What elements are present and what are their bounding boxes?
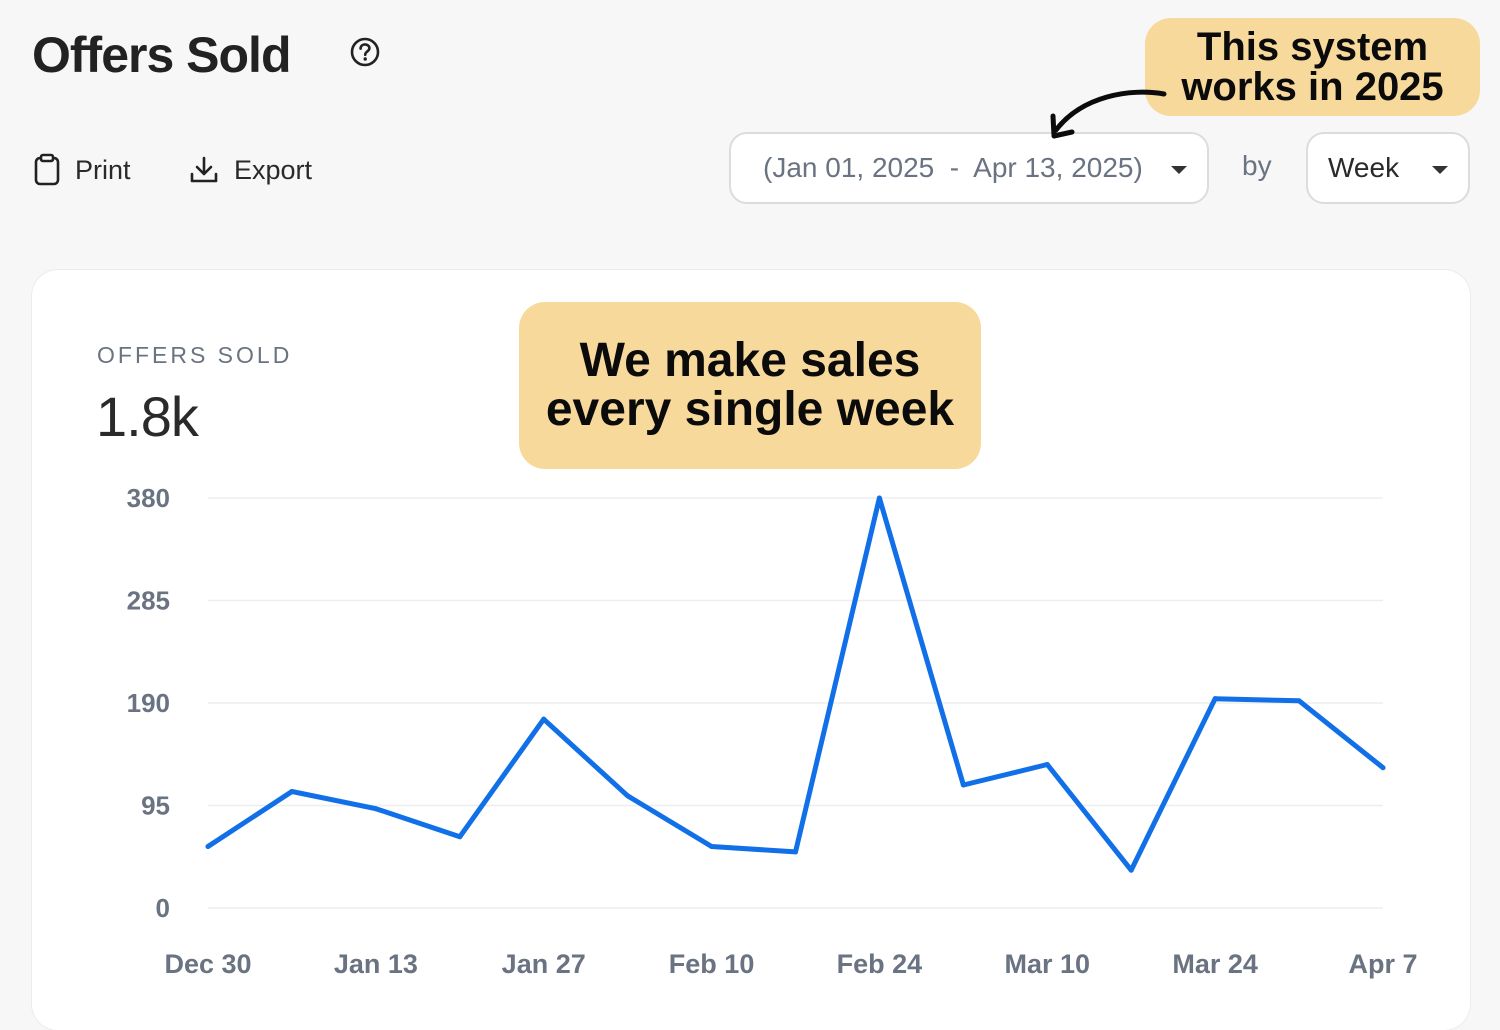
- page-title: Offers Sold: [32, 27, 291, 83]
- data-point[interactable]: [960, 782, 966, 788]
- x-tick-label: Feb 10: [669, 949, 755, 979]
- date-range-value: (Jan 01, 2025 - Apr 13, 2025): [763, 152, 1143, 183]
- x-tick-label: Jan 27: [502, 949, 586, 979]
- data-point[interactable]: [793, 849, 798, 855]
- print-label: Print: [75, 154, 131, 185]
- data-point[interactable]: [205, 844, 211, 849]
- x-tick-label: Mar 10: [1005, 949, 1091, 979]
- data-point[interactable]: [1044, 762, 1050, 767]
- data-point[interactable]: [541, 716, 547, 722]
- by-label: by: [1242, 150, 1272, 181]
- date-range-select[interactable]: (Jan 01, 2025 - Apr 13, 2025): [729, 132, 1209, 204]
- callout-weekly-line1: We make sales: [579, 333, 921, 387]
- x-tick-label: Mar 24: [1172, 949, 1258, 979]
- chevron-down-icon: [1171, 166, 1187, 174]
- offers-line-chart: 0 95 190 285 380 Dec 30 Jan 13 Jan 27 Feb 10 Feb …: [127, 483, 1418, 979]
- x-tick-label: Jan 13: [334, 949, 418, 979]
- y-tick-label: 95: [141, 791, 170, 821]
- export-button[interactable]: Export: [188, 150, 312, 190]
- data-point[interactable]: [709, 844, 715, 849]
- export-label: Export: [234, 154, 313, 185]
- question-circle-icon[interactable]: [349, 36, 381, 68]
- data-point[interactable]: [625, 793, 631, 799]
- callout-year-line1: This system: [1196, 25, 1429, 69]
- callout-weekly-line2: every single week: [545, 382, 955, 436]
- period-select[interactable]: Week: [1306, 132, 1470, 204]
- metric-label: OFFERS SOLD: [97, 342, 293, 368]
- callout-weekly: We make sales every single week: [519, 302, 981, 469]
- x-tick-label: Apr 7: [1348, 949, 1417, 979]
- data-point[interactable]: [1128, 867, 1134, 873]
- data-point[interactable]: [876, 495, 882, 501]
- data-point[interactable]: [289, 788, 295, 794]
- curved-arrow-icon: [1050, 89, 1167, 139]
- print-button[interactable]: Print: [33, 150, 131, 190]
- data-point[interactable]: [1212, 696, 1218, 702]
- clipboard-icon: [34, 153, 60, 186]
- series-line: [205, 495, 1386, 873]
- download-icon: [190, 156, 218, 183]
- data-point[interactable]: [373, 806, 379, 812]
- y-tick-label: 0: [156, 893, 170, 923]
- metric-value: 1.8k: [96, 385, 199, 448]
- callout-year-line2: works in 2025: [1181, 65, 1444, 109]
- data-point[interactable]: [457, 834, 463, 840]
- y-tick-label: 380: [127, 483, 170, 513]
- data-point[interactable]: [1380, 765, 1386, 771]
- callout-year: This system works in 2025: [1145, 18, 1480, 116]
- y-tick-label: 285: [127, 586, 170, 616]
- data-point[interactable]: [1296, 698, 1302, 704]
- x-tick-label: Feb 24: [837, 949, 923, 979]
- x-tick-label: Dec 30: [164, 949, 251, 979]
- y-tick-label: 190: [127, 688, 170, 718]
- chevron-down-icon: [1432, 166, 1448, 174]
- period-value: Week: [1328, 152, 1400, 183]
